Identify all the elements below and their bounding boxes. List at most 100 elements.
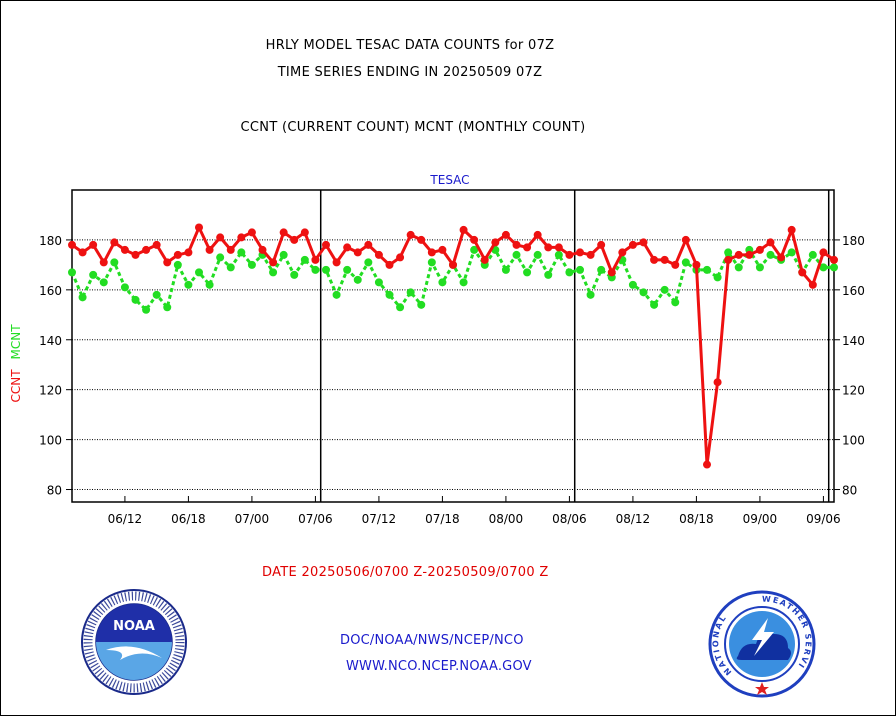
noaa-logo: NOAA xyxy=(81,589,187,695)
data-point-mcnt xyxy=(713,273,722,282)
y-tick-label-right: 160 xyxy=(842,284,865,298)
data-point-ccnt xyxy=(703,460,711,469)
data-point-ccnt xyxy=(279,228,288,237)
data-point-ccnt xyxy=(78,248,87,257)
data-point-mcnt xyxy=(99,278,108,287)
data-point-ccnt xyxy=(766,238,775,247)
data-point-ccnt xyxy=(830,255,838,264)
data-point-ccnt xyxy=(152,240,161,249)
chart-title: TESAC xyxy=(429,173,469,187)
data-point-ccnt xyxy=(332,258,341,267)
footer-link-org[interactable]: DOC/NOAA/NWS/NCEP/NCO xyxy=(340,633,524,648)
y-tick-label-left: 120 xyxy=(39,384,62,398)
data-point-mcnt xyxy=(576,265,584,274)
data-point-mcnt xyxy=(131,295,140,304)
data-point-mcnt xyxy=(523,268,532,277)
y-tick-label-right: 100 xyxy=(842,434,865,448)
data-point-ccnt xyxy=(322,240,330,249)
data-point-ccnt xyxy=(226,245,235,254)
x-tick-label: 08/00 xyxy=(489,512,524,526)
data-point-mcnt xyxy=(406,288,415,297)
data-point-ccnt xyxy=(120,245,129,254)
y-tick-label-left: 100 xyxy=(39,434,62,448)
data-point-ccnt xyxy=(99,258,108,267)
x-tick-label: 08/06 xyxy=(552,512,587,526)
data-point-mcnt xyxy=(533,250,542,259)
data-point-mcnt xyxy=(205,280,214,289)
x-tick-label: 07/06 xyxy=(298,512,333,526)
y-tick-label-left: 80 xyxy=(47,484,62,498)
data-point-mcnt xyxy=(470,245,479,254)
x-tick-label: 09/00 xyxy=(743,512,778,526)
data-point-ccnt xyxy=(586,250,595,259)
data-point-ccnt xyxy=(724,255,733,264)
y-tick-label-right: 80 xyxy=(842,484,857,498)
data-point-mcnt xyxy=(819,263,828,272)
date-range-label: DATE 20250506/0700 Z-20250509/0700 Z xyxy=(262,565,549,580)
data-point-mcnt xyxy=(565,268,574,277)
data-point-ccnt xyxy=(745,250,754,259)
y-tick-label-left: 140 xyxy=(39,334,62,348)
data-point-ccnt xyxy=(501,230,510,239)
data-point-mcnt xyxy=(830,263,838,272)
y-axis-label-mcnt: MCNT xyxy=(9,324,23,360)
data-point-mcnt xyxy=(226,263,235,272)
data-point-ccnt xyxy=(628,240,637,249)
data-point-ccnt xyxy=(798,268,807,277)
data-point-mcnt xyxy=(808,250,817,259)
data-point-mcnt xyxy=(639,288,648,297)
data-point-ccnt xyxy=(385,260,394,269)
nws-logo: NATIONAL WEATHER SERVICE xyxy=(708,590,816,698)
data-point-ccnt xyxy=(512,240,521,249)
x-tick-label: 08/18 xyxy=(679,512,714,526)
data-point-ccnt xyxy=(565,250,574,259)
title-line-3: CCNT (CURRENT COUNT) MCNT (MONTHLY COUNT… xyxy=(240,120,586,135)
data-point-ccnt xyxy=(554,243,563,252)
data-point-ccnt xyxy=(650,255,659,264)
data-point-mcnt xyxy=(586,290,595,299)
data-point-ccnt xyxy=(470,235,479,244)
data-point-mcnt xyxy=(438,278,447,287)
data-point-mcnt xyxy=(195,268,203,277)
data-point-mcnt xyxy=(417,300,426,309)
data-point-mcnt xyxy=(544,270,553,279)
plot-border xyxy=(71,189,835,503)
footer-link-website[interactable]: WWW.NCO.NCEP.NOAA.GOV xyxy=(346,659,532,674)
data-point-ccnt xyxy=(406,230,415,239)
data-point-ccnt xyxy=(184,248,193,257)
data-point-mcnt xyxy=(332,290,341,299)
data-point-ccnt xyxy=(808,280,817,289)
noaa-logo-text: NOAA xyxy=(113,619,155,634)
data-point-mcnt xyxy=(322,265,330,274)
data-point-mcnt xyxy=(78,293,87,302)
data-point-ccnt xyxy=(597,240,606,249)
data-point-ccnt xyxy=(247,228,256,237)
data-point-mcnt xyxy=(755,263,764,272)
data-point-ccnt xyxy=(195,223,203,232)
data-point-ccnt xyxy=(618,248,627,257)
x-tick-label: 07/18 xyxy=(425,512,460,526)
data-point-mcnt xyxy=(290,270,299,279)
data-point-ccnt xyxy=(258,245,267,254)
data-point-ccnt xyxy=(755,245,764,254)
data-point-mcnt xyxy=(120,283,129,292)
data-point-mcnt xyxy=(152,290,161,299)
y-tick-label-right: 120 xyxy=(842,384,865,398)
x-tick-label: 06/18 xyxy=(171,512,206,526)
data-point-ccnt xyxy=(68,240,76,249)
data-point-ccnt xyxy=(681,235,690,244)
data-point-ccnt xyxy=(353,248,362,257)
data-point-mcnt xyxy=(110,258,119,267)
data-point-ccnt xyxy=(427,248,436,257)
data-point-mcnt xyxy=(703,265,711,274)
title-line-2: TIME SERIES ENDING IN 20250509 07Z xyxy=(277,65,543,80)
data-point-ccnt xyxy=(311,255,320,264)
data-point-mcnt xyxy=(364,258,373,267)
data-point-ccnt xyxy=(237,233,246,242)
data-point-ccnt xyxy=(777,253,786,262)
data-point-mcnt xyxy=(68,268,76,277)
data-point-mcnt xyxy=(269,268,278,277)
data-point-ccnt xyxy=(343,243,352,252)
title-line-1: HRLY MODEL TESAC DATA COUNTS for 07Z xyxy=(265,38,555,53)
